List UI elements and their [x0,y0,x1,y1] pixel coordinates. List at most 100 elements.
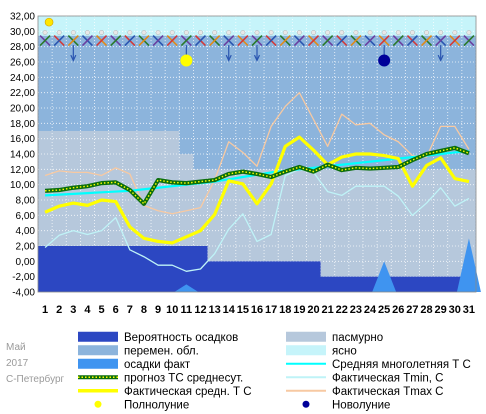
cloud-icon [56,30,62,35]
cloud-icon [212,30,218,35]
x-tick-label: 10 [166,304,178,316]
y-tick-label: 0,00 [16,257,36,268]
x-tick-label: 20 [307,304,319,316]
x-tick-label: 9 [155,304,161,316]
full-moon-icon [180,54,193,67]
cloud-icon [367,30,373,35]
x-tick-label: 19 [293,304,305,316]
y-tick-label: 24,00 [10,73,35,84]
plot-frame [37,15,477,293]
wind-arrow-icon [449,34,461,47]
legend-label: Фактическая средн. Т С [124,386,252,398]
x-tick-label: 31 [463,304,475,316]
wind-arrow-icon [279,34,291,47]
cloud-icon [395,30,401,35]
x-tick-label: 7 [127,304,133,316]
y-tick-label: 6,00 [16,211,36,222]
x-tick-label: 18 [279,304,291,316]
wind-arrow-icon [237,34,249,47]
clear-sky-band [38,16,476,36]
wind-arrow-icon [194,34,207,47]
legend-swatch [286,331,326,342]
wind-arrow-icon [420,34,433,47]
cloud-icon [183,30,189,35]
x-tick-label: 27 [406,304,418,316]
legend-label: пасмурно [332,332,383,344]
wind-arrow-icon [265,34,277,47]
wind-arrow-icon [110,34,122,47]
wind-arrow-icon [307,34,320,47]
legend-label: Новолуние [332,399,390,411]
x-tick-label: 13 [208,304,220,316]
cloud-icon [282,30,288,35]
x-tick-label: 3 [70,304,76,316]
cloud-icon [353,30,359,35]
x-tick-label: 25 [378,304,390,316]
fact-mean-line [44,135,470,245]
legend-label: ясно [332,345,357,357]
legend-swatch [78,345,118,356]
x-tick-label: 21 [322,304,334,316]
forecast-line-dots [45,147,470,205]
y-tick-label: 22,00 [10,88,35,99]
precip-fact-mark [174,284,199,292]
y-tick-label: -2,00 [12,272,35,283]
wind-arrow-icon [39,34,51,47]
x-tick-label: 26 [392,304,404,316]
new-moon-icon [378,54,391,67]
legend-label: Полнолуние [124,399,189,411]
x-tick-label: 12 [194,304,206,316]
legend-label: Вероятность осадков [124,332,238,344]
legend-label: Фактическая Tmin, C [332,372,443,384]
legend: Вероятность осадков пасмурно перемен. обл.… [78,331,471,411]
wind-arrow-icon [223,34,235,47]
wind-arrow-icon [364,34,376,47]
cloud-icon [155,30,161,35]
y-tick-label: 14,00 [10,150,35,161]
tmin-line [44,168,470,272]
cloud-icon [268,30,274,35]
y-tick-label: 2,00 [16,242,36,253]
wind-arrow-icon [67,34,79,47]
precip-fact-mark [456,238,481,292]
y-tick-label: 10,00 [10,180,35,191]
cloud-icon [452,30,458,35]
cloud-icon [339,30,345,35]
wind-arrow-icon [124,34,136,47]
x-tick-label: 29 [435,304,447,316]
cloud-icon [226,30,232,35]
legend-label: Фактическая Tmax C [332,386,443,398]
x-tick-label: 8 [141,304,147,316]
x-tick-label: 23 [350,304,362,316]
cloud-icon [438,30,444,35]
y-tick-label: 32,00 [10,12,35,23]
y-tick-label: 26,00 [10,58,35,69]
cloud-icon [141,30,147,35]
y-tick-label: 30,00 [10,27,35,38]
moon-phase-markers [180,54,391,67]
x-tick-label: 2 [56,304,62,316]
footer-year: 2017 [6,358,29,369]
wind-arrow-icon [463,34,475,47]
y-tick-label: 16,00 [10,134,35,145]
x-tick-label: 24 [364,304,377,316]
cloud-icon [127,30,133,35]
wind-arrow-icon [96,34,108,47]
wind-down-arrow-icon [70,54,77,62]
wind-down-arrow-icon [437,54,444,62]
wind-down-arrow-icon [253,54,261,62]
wind-arrow-icon [378,34,390,47]
y-tick-label: 20,00 [10,104,35,115]
x-tick-label: 5 [99,304,105,316]
x-axis: 1 2 3 4 5 6 7 8 9 10 11 12 13 14 15 16 17 18 19 20 21 22 23 24 2… [42,304,475,316]
x-tick-label: 14 [223,304,236,316]
cloud-icon [70,30,76,35]
y-tick-label: 4,00 [16,226,36,237]
wind-arrow-icon [53,34,65,47]
wind-arrow-icon [138,34,150,47]
footer-month: Май [6,342,26,353]
wind-arrow-icon [152,34,164,47]
cloud-icon [99,30,105,35]
wind-arrow-icon [350,34,362,47]
